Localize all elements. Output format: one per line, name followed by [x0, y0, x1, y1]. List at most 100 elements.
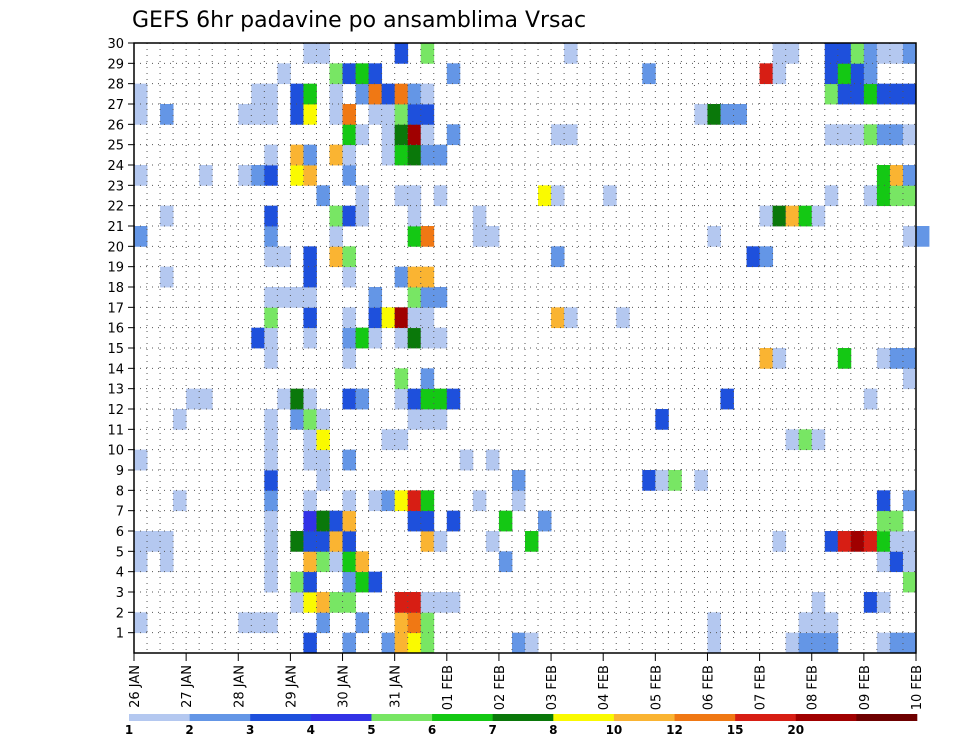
heatmap-cell — [420, 592, 435, 613]
heatmap-cell — [329, 63, 343, 85]
heatmap-cell — [173, 409, 187, 430]
heatmap-cell — [407, 327, 422, 349]
heatmap-cell — [303, 409, 317, 430]
heatmap-cell — [511, 632, 526, 654]
heatmap-cell — [342, 165, 356, 186]
heatmap-cell — [407, 287, 422, 308]
y-tick-label: 14 — [107, 362, 124, 377]
heatmap-cell — [342, 632, 356, 654]
heatmap-cell — [394, 592, 409, 613]
y-tick-label: 19 — [107, 261, 124, 276]
heatmap-cell — [342, 449, 356, 471]
heatmap-cell — [420, 510, 435, 532]
heatmap-cell — [394, 327, 409, 349]
heatmap-cell — [368, 327, 383, 349]
heatmap-cell — [329, 246, 343, 268]
heatmap-cell — [316, 429, 330, 451]
heatmap-cell — [381, 144, 396, 166]
colorbar-label: 3 — [246, 723, 254, 737]
heatmap-cell — [264, 83, 278, 105]
heatmap-cell — [420, 409, 435, 430]
heatmap-cell — [863, 63, 878, 85]
y-tick-label: 3 — [116, 586, 124, 601]
heatmap-cell — [902, 632, 917, 654]
heatmap-cell — [902, 490, 917, 512]
heatmap-cell — [303, 307, 317, 329]
heatmap-cell — [264, 348, 278, 369]
heatmap-cell — [902, 165, 917, 186]
heatmap-cell — [863, 185, 878, 207]
heatmap-cell — [394, 368, 409, 390]
heatmap-cell — [134, 165, 148, 186]
heatmap-cell — [863, 531, 878, 552]
heatmap-cell — [902, 368, 917, 390]
heatmap-cell — [551, 307, 565, 329]
colorbar-swatch — [129, 714, 190, 721]
heatmap-cell — [707, 226, 721, 247]
heatmap-cell — [290, 409, 304, 430]
heatmap-cell — [316, 409, 330, 430]
heatmap-cell — [824, 612, 839, 634]
heatmap-cell — [420, 327, 435, 349]
heatmap-cell — [394, 266, 409, 288]
heatmap-cell — [264, 205, 278, 227]
x-tick-label: 26 JAN — [128, 665, 143, 708]
heatmap-cell — [277, 388, 291, 410]
heatmap-cell — [850, 83, 865, 105]
heatmap-cell — [916, 226, 930, 247]
heatmap-cell — [759, 246, 774, 268]
heatmap-cell — [824, 531, 839, 552]
heatmap-cell — [889, 124, 904, 146]
heatmap-cell — [824, 83, 839, 105]
heatmap-cell — [564, 43, 578, 64]
heatmap-cell — [420, 612, 435, 634]
x-tick-label: 08 FEB — [806, 665, 821, 710]
heatmap-cell — [772, 348, 787, 369]
heatmap-cell — [837, 348, 852, 369]
colorbar-label: 15 — [727, 723, 744, 737]
y-tick-label: 10 — [107, 444, 124, 459]
heatmap-cell — [746, 246, 760, 268]
x-tick-label: 09 FEB — [858, 665, 873, 710]
heatmap-cell — [264, 571, 278, 593]
heatmap-cell — [407, 409, 422, 430]
y-tick-label: 5 — [116, 545, 124, 560]
heatmap-cell — [355, 124, 369, 146]
heatmap-cell — [824, 43, 839, 64]
chart-title: GEFS 6hr padavine po ansamblima Vrsac — [132, 8, 586, 33]
colorbar-swatch — [189, 714, 251, 721]
heatmap-cell — [251, 327, 265, 349]
heatmap-cell — [433, 287, 448, 308]
heatmap-cell — [342, 327, 356, 349]
heatmap-cell — [355, 185, 369, 207]
heatmap-cell — [394, 429, 409, 451]
heatmap-cell — [889, 43, 904, 64]
y-tick-label: 21 — [107, 220, 124, 235]
heatmap-cell — [316, 612, 330, 634]
heatmap-cell — [368, 490, 383, 512]
heatmap-cell — [342, 510, 356, 532]
colorbar-label: 5 — [367, 723, 375, 737]
heatmap-cell — [811, 429, 826, 451]
heatmap-cell — [420, 104, 435, 125]
heatmap-cell — [538, 185, 552, 207]
heatmap-cell — [394, 632, 409, 654]
heatmap-cell — [316, 510, 330, 532]
heatmap-cell — [407, 144, 422, 166]
heatmap-cell — [420, 531, 435, 552]
heatmap-cell — [264, 327, 278, 349]
heatmap-cell — [303, 104, 317, 125]
heatmap-cell — [355, 327, 369, 349]
heatmap-cell — [420, 83, 435, 105]
y-tick-label: 11 — [107, 423, 124, 438]
heatmap-cell — [902, 124, 917, 146]
heatmap-cell — [772, 43, 787, 64]
heatmap-cell — [876, 490, 891, 512]
y-tick-label: 8 — [116, 484, 124, 499]
colorbar-swatch — [310, 714, 372, 721]
heatmap-cell — [811, 205, 826, 227]
heatmap-cell — [655, 470, 669, 491]
x-axis-ticks: 26 JAN 27 JAN 28 JAN 29 JAN 30 JAN 31 JAN 01 F… — [128, 653, 925, 710]
heatmap-cell — [368, 571, 383, 593]
heatmap-cell — [394, 124, 409, 146]
